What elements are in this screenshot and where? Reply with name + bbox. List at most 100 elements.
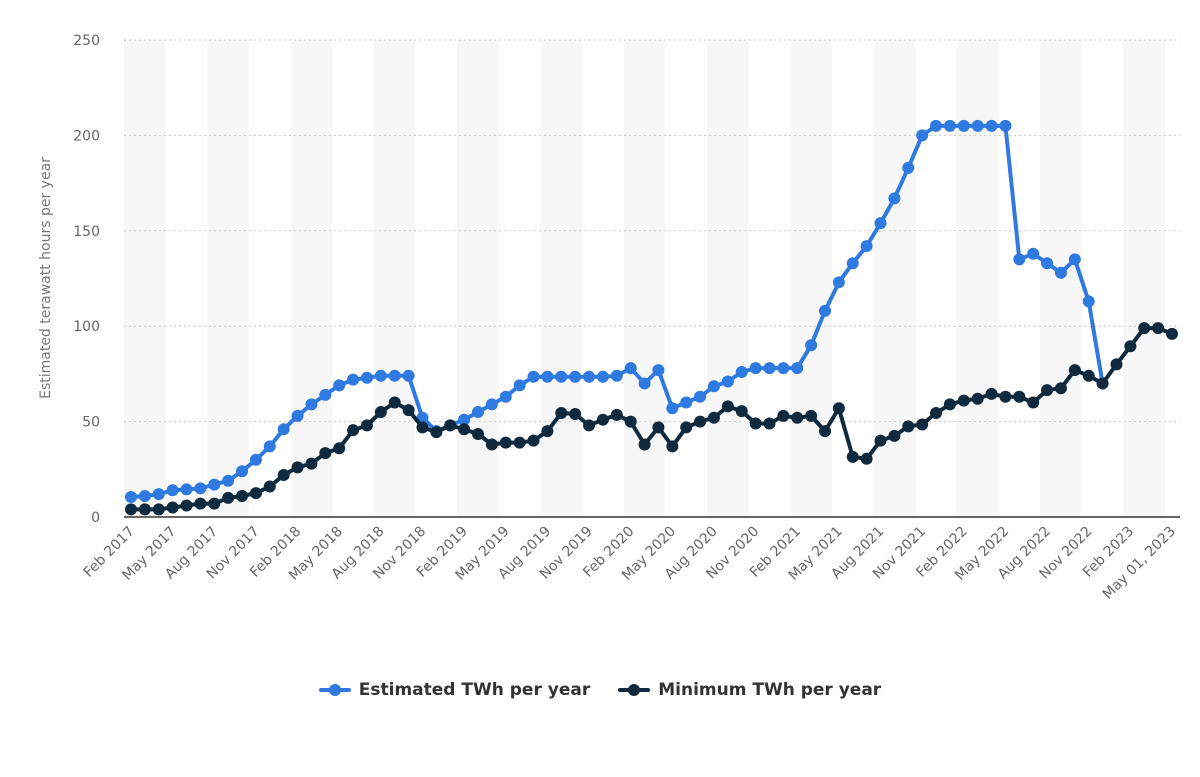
data-point: [1013, 390, 1026, 403]
data-point: [319, 388, 332, 401]
data-point: [513, 436, 526, 449]
data-point: [805, 339, 818, 352]
data-point: [832, 402, 845, 415]
data-point: [277, 469, 290, 482]
y-axis-label: Estimated terawatt hours per year: [38, 157, 54, 399]
data-point: [930, 119, 943, 132]
data-point: [721, 400, 734, 413]
background-band: [707, 40, 749, 517]
data-point: [166, 501, 179, 514]
data-point: [1110, 358, 1123, 371]
data-point: [208, 478, 221, 491]
data-point: [694, 390, 707, 403]
data-point: [1138, 322, 1151, 335]
data-point: [1041, 257, 1054, 270]
data-point: [805, 409, 818, 422]
data-point: [499, 390, 512, 403]
background-band: [373, 40, 416, 517]
data-point: [555, 370, 568, 383]
y-axis-ticks: 0 50 100 150 200 250: [73, 33, 100, 526]
data-point: [985, 387, 998, 400]
data-point: [1166, 327, 1178, 340]
data-point: [763, 417, 776, 430]
legend-item-minimum[interactable]: Minimum TWh per year: [618, 680, 881, 700]
legend-marker-estimated: [318, 684, 351, 696]
data-point: [555, 407, 568, 420]
legend-label-estimated: Estimated TWh per year: [358, 680, 591, 700]
data-point: [596, 413, 609, 426]
legend: Estimated TWh per year Minimum TWh per y…: [0, 680, 1200, 700]
data-point: [610, 369, 623, 382]
data-point: [472, 406, 484, 419]
data-point: [152, 488, 165, 501]
data-point: [541, 425, 554, 438]
data-point: [333, 442, 346, 455]
data-point: [930, 407, 943, 420]
data-point: [360, 371, 373, 384]
data-point: [249, 453, 262, 466]
data-point: [263, 440, 276, 453]
data-point: [347, 424, 360, 437]
data-point: [194, 497, 207, 510]
data-point: [541, 370, 554, 383]
data-point: [152, 503, 165, 516]
data-point: [444, 419, 457, 432]
data-point: [1054, 382, 1067, 395]
data-point: [694, 415, 707, 428]
data-point: [236, 465, 249, 478]
data-point: [194, 482, 207, 495]
data-point: [1152, 322, 1165, 335]
y-tick-label: 250: [73, 33, 100, 49]
data-point: [458, 423, 471, 436]
data-point: [485, 438, 498, 451]
series-lines: [125, 119, 1178, 516]
data-point: [180, 483, 193, 496]
background-band: [623, 40, 666, 517]
data-point: [624, 415, 637, 428]
data-point: [874, 217, 887, 230]
data-point: [402, 369, 415, 382]
background-band: [207, 40, 249, 517]
data-point: [374, 406, 387, 419]
data-point: [596, 370, 609, 383]
data-point: [957, 119, 970, 132]
data-point: [569, 407, 582, 420]
data-point: [291, 461, 304, 474]
data-point: [305, 457, 318, 470]
y-tick-label: 50: [82, 415, 100, 431]
background-band: [1123, 40, 1166, 517]
data-point: [707, 380, 720, 393]
gridlines: [124, 39, 1180, 423]
data-point: [472, 428, 484, 441]
background-band: [956, 40, 999, 517]
legend-marker-minimum: [618, 684, 651, 696]
y-tick-label: 100: [73, 319, 100, 335]
data-point: [777, 409, 790, 422]
data-point: [1082, 295, 1095, 308]
data-point: [819, 425, 831, 438]
data-point: [846, 257, 859, 270]
data-point: [1041, 384, 1054, 397]
data-point: [263, 480, 276, 493]
data-point: [347, 373, 360, 386]
background-band: [540, 40, 583, 517]
data-point: [360, 419, 373, 432]
data-point: [916, 418, 929, 431]
background-band: [124, 40, 166, 517]
data-point: [874, 434, 887, 447]
data-point: [416, 421, 429, 434]
series-line: [131, 326, 1173, 512]
legend-label-minimum: Minimum TWh per year: [658, 680, 882, 700]
background-band: [790, 40, 832, 517]
data-point: [333, 379, 346, 392]
data-point: [1068, 364, 1081, 377]
data-point: [402, 404, 415, 417]
data-point: [430, 426, 443, 439]
background-band: [290, 40, 333, 517]
y-tick-label: 150: [73, 224, 100, 240]
data-point: [583, 370, 596, 383]
series-estimated: [125, 119, 1109, 503]
legend-item-estimated[interactable]: Estimated TWh per year: [318, 680, 591, 700]
